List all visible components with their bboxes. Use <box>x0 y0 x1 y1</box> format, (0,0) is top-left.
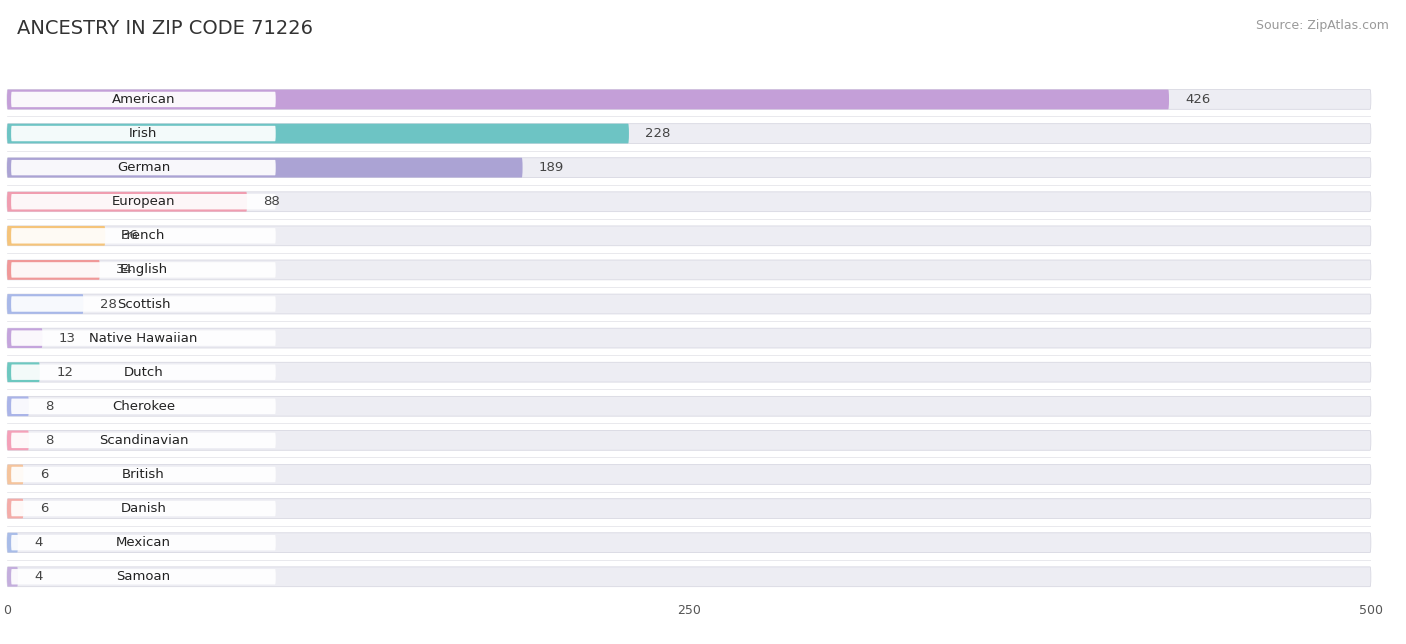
FancyBboxPatch shape <box>7 567 18 587</box>
FancyBboxPatch shape <box>7 397 30 416</box>
FancyBboxPatch shape <box>7 498 1371 518</box>
Text: 4: 4 <box>34 570 42 583</box>
Text: 6: 6 <box>39 502 48 515</box>
FancyBboxPatch shape <box>11 296 276 312</box>
FancyBboxPatch shape <box>7 260 1371 279</box>
Text: Cherokee: Cherokee <box>112 400 174 413</box>
Text: French: French <box>121 229 166 242</box>
Text: Native Hawaiian: Native Hawaiian <box>89 332 198 345</box>
FancyBboxPatch shape <box>7 397 1371 416</box>
Text: 228: 228 <box>645 127 671 140</box>
Text: American: American <box>111 93 176 106</box>
FancyBboxPatch shape <box>7 464 24 484</box>
FancyBboxPatch shape <box>7 124 628 144</box>
FancyBboxPatch shape <box>7 90 1168 109</box>
Text: English: English <box>120 263 167 276</box>
FancyBboxPatch shape <box>7 363 1371 382</box>
FancyBboxPatch shape <box>7 226 1371 246</box>
FancyBboxPatch shape <box>7 328 1371 348</box>
FancyBboxPatch shape <box>7 533 18 553</box>
FancyBboxPatch shape <box>11 535 276 551</box>
FancyBboxPatch shape <box>11 330 276 346</box>
Text: 28: 28 <box>100 298 117 310</box>
FancyBboxPatch shape <box>7 192 1371 212</box>
FancyBboxPatch shape <box>11 194 276 209</box>
FancyBboxPatch shape <box>11 126 276 141</box>
FancyBboxPatch shape <box>7 260 100 279</box>
Text: Samoan: Samoan <box>117 570 170 583</box>
Text: 189: 189 <box>538 161 564 174</box>
Text: Source: ZipAtlas.com: Source: ZipAtlas.com <box>1256 19 1389 32</box>
Text: 13: 13 <box>59 332 76 345</box>
FancyBboxPatch shape <box>7 294 1371 314</box>
FancyBboxPatch shape <box>11 433 276 448</box>
FancyBboxPatch shape <box>7 567 1371 587</box>
FancyBboxPatch shape <box>7 158 1371 178</box>
Text: European: European <box>111 195 176 208</box>
FancyBboxPatch shape <box>11 467 276 482</box>
FancyBboxPatch shape <box>7 192 247 212</box>
Text: German: German <box>117 161 170 174</box>
Text: Danish: Danish <box>121 502 166 515</box>
Text: Scandinavian: Scandinavian <box>98 434 188 447</box>
Text: 34: 34 <box>117 263 134 276</box>
Text: 4: 4 <box>34 536 42 549</box>
Text: 6: 6 <box>39 468 48 481</box>
FancyBboxPatch shape <box>7 328 42 348</box>
FancyBboxPatch shape <box>7 158 523 178</box>
Text: Irish: Irish <box>129 127 157 140</box>
FancyBboxPatch shape <box>7 124 1371 144</box>
Text: British: British <box>122 468 165 481</box>
FancyBboxPatch shape <box>11 501 276 516</box>
FancyBboxPatch shape <box>11 262 276 278</box>
FancyBboxPatch shape <box>11 365 276 380</box>
FancyBboxPatch shape <box>7 294 83 314</box>
FancyBboxPatch shape <box>11 399 276 414</box>
Text: Dutch: Dutch <box>124 366 163 379</box>
Text: 8: 8 <box>45 400 53 413</box>
Text: 12: 12 <box>56 366 73 379</box>
FancyBboxPatch shape <box>7 533 1371 553</box>
Text: 36: 36 <box>121 229 138 242</box>
Text: Mexican: Mexican <box>115 536 172 549</box>
Text: 88: 88 <box>263 195 280 208</box>
FancyBboxPatch shape <box>11 160 276 175</box>
FancyBboxPatch shape <box>7 363 39 382</box>
FancyBboxPatch shape <box>11 228 276 243</box>
FancyBboxPatch shape <box>7 226 105 246</box>
Text: Scottish: Scottish <box>117 298 170 310</box>
FancyBboxPatch shape <box>7 430 30 450</box>
Text: ANCESTRY IN ZIP CODE 71226: ANCESTRY IN ZIP CODE 71226 <box>17 19 314 39</box>
FancyBboxPatch shape <box>11 91 276 107</box>
FancyBboxPatch shape <box>7 464 1371 484</box>
FancyBboxPatch shape <box>7 430 1371 450</box>
FancyBboxPatch shape <box>7 498 24 518</box>
FancyBboxPatch shape <box>11 569 276 585</box>
FancyBboxPatch shape <box>7 90 1371 109</box>
Text: 426: 426 <box>1185 93 1211 106</box>
Text: 8: 8 <box>45 434 53 447</box>
